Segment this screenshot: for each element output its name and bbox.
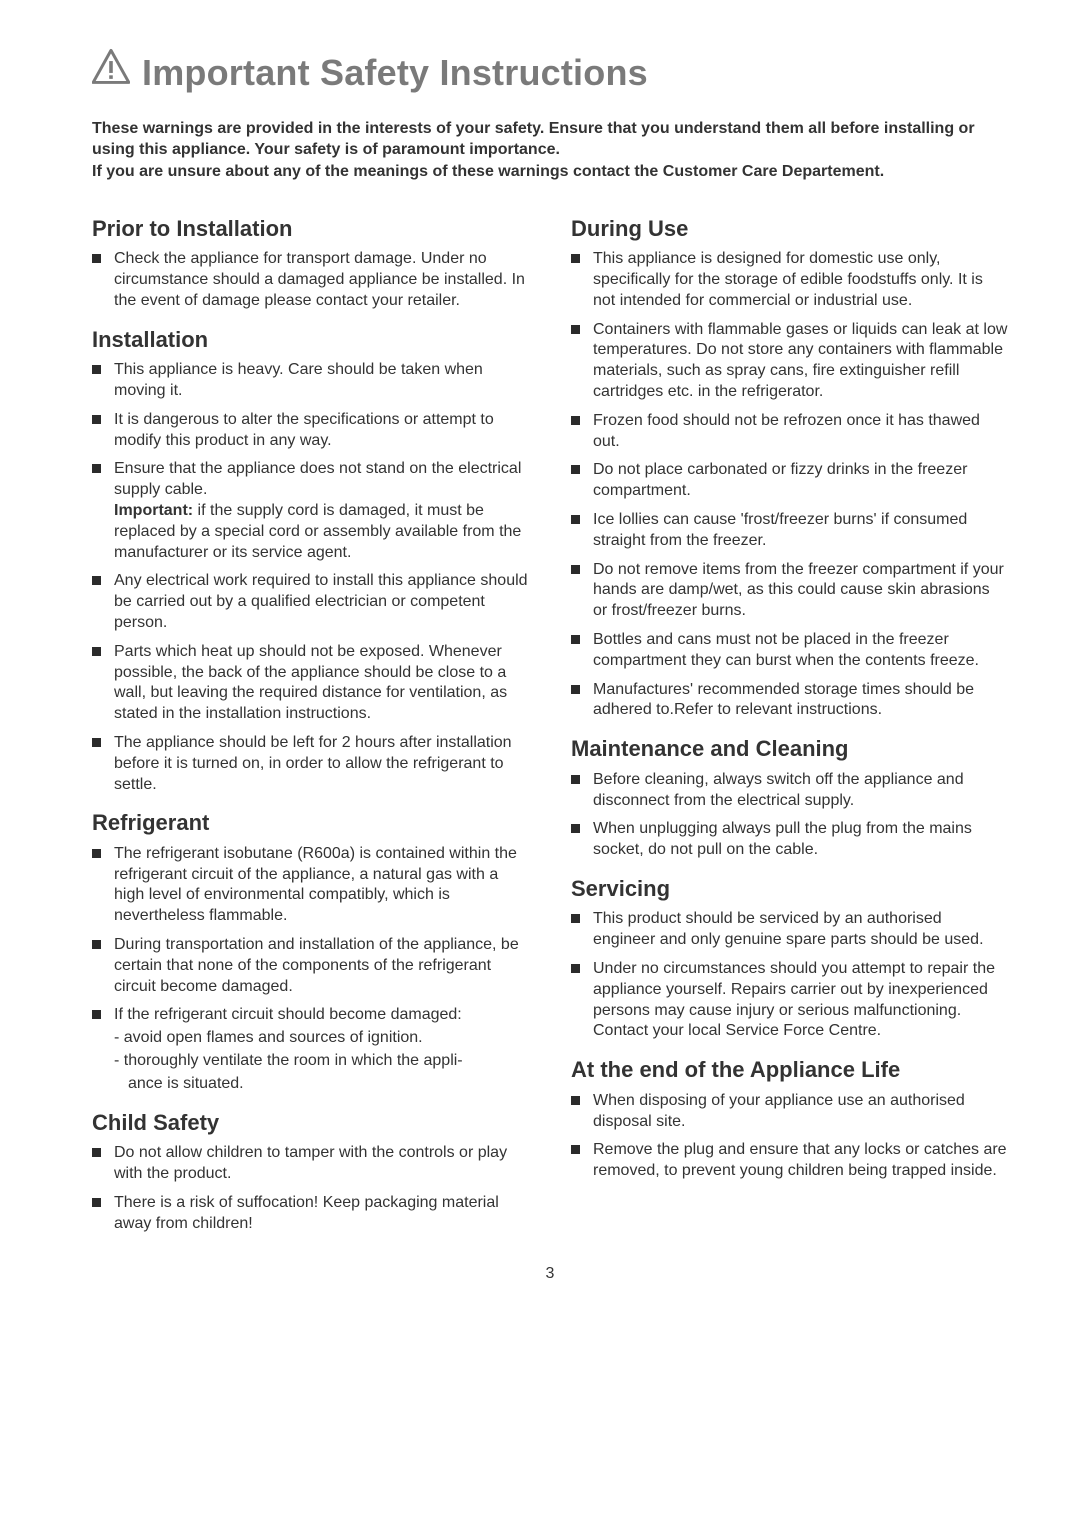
- list-item-text: The appliance should be left for 2 hours…: [114, 734, 512, 793]
- list-item-text: It is dangerous to alter the specificati…: [114, 411, 494, 449]
- intro-text: These warnings are provided in the inter…: [92, 118, 1008, 183]
- list-item-text: Do not remove items from the freezer com…: [593, 561, 1004, 620]
- page-number: 3: [92, 1264, 1008, 1285]
- list-item: Remove the plug and ensure that any lock…: [571, 1140, 1008, 1182]
- list-item-text: Frozen food should not be refrozen once …: [593, 412, 980, 450]
- list-item-text: If the refrigerant circuit should become…: [114, 1006, 462, 1023]
- list-item: Manufactures' recommended storage times …: [571, 680, 1008, 722]
- list-refrigerant: The refrigerant isobutane (R600a) is con…: [92, 844, 529, 1095]
- sub-list-item: - avoid open flames and sources of ignit…: [114, 1028, 529, 1049]
- sub-list-item-continuation: ance is situated.: [114, 1074, 529, 1095]
- list-item: Any electrical work required to install …: [92, 571, 529, 633]
- list-end-of-life: When disposing of your appliance use an …: [571, 1091, 1008, 1182]
- warning-icon: [92, 48, 130, 98]
- list-servicing: This product should be serviced by an au…: [571, 909, 1008, 1042]
- page-title-text: Important Safety Instructions: [142, 50, 648, 97]
- list-item-text: Under no circumstances should you attemp…: [593, 960, 995, 1039]
- list-item: Before cleaning, always switch off the a…: [571, 770, 1008, 812]
- list-item: When disposing of your appliance use an …: [571, 1091, 1008, 1133]
- list-item: If the refrigerant circuit should become…: [92, 1005, 529, 1094]
- list-item: Under no circumstances should you attemp…: [571, 959, 1008, 1042]
- list-item-text: Parts which heat up should not be expose…: [114, 643, 507, 722]
- left-column: Prior to Installation Check the applianc…: [92, 201, 529, 1243]
- list-prior-installation: Check the appliance for transport damage…: [92, 249, 529, 311]
- list-item: It is dangerous to alter the specificati…: [92, 410, 529, 452]
- list-item: Do not remove items from the freezer com…: [571, 560, 1008, 622]
- list-item-text: Manufactures' recommended storage times …: [593, 681, 974, 719]
- list-item-text: When unplugging always pull the plug fro…: [593, 820, 972, 858]
- list-item-text: Before cleaning, always switch off the a…: [593, 771, 964, 809]
- list-item-text: This appliance is heavy. Care should be …: [114, 361, 483, 399]
- list-item: This product should be serviced by an au…: [571, 909, 1008, 951]
- list-maintenance: Before cleaning, always switch off the a…: [571, 770, 1008, 861]
- heading-refrigerant: Refrigerant: [92, 809, 529, 838]
- list-item-text: This appliance is designed for domestic …: [593, 250, 983, 309]
- sub-list: - avoid open flames and sources of ignit…: [114, 1028, 529, 1094]
- list-item-text: Ice lollies can cause 'frost/freezer bur…: [593, 511, 967, 549]
- list-item: The appliance should be left for 2 hours…: [92, 733, 529, 795]
- list-item-text: Do not allow children to tamper with the…: [114, 1144, 507, 1182]
- list-item-text: Bottles and cans must not be placed in t…: [593, 631, 979, 669]
- list-item: Ensure that the appliance does not stand…: [92, 459, 529, 563]
- list-during-use: This appliance is designed for domestic …: [571, 249, 1008, 721]
- page-title: Important Safety Instructions: [92, 48, 1008, 98]
- list-item: Do not allow children to tamper with the…: [92, 1143, 529, 1185]
- list-item: This appliance is heavy. Care should be …: [92, 360, 529, 402]
- heading-servicing: Servicing: [571, 875, 1008, 904]
- list-item: Parts which heat up should not be expose…: [92, 642, 529, 725]
- right-column: During Use This appliance is designed fo…: [571, 201, 1008, 1243]
- list-child-safety: Do not allow children to tamper with the…: [92, 1143, 529, 1234]
- list-item-text: Remove the plug and ensure that any lock…: [593, 1141, 1007, 1179]
- content-columns: Prior to Installation Check the applianc…: [92, 201, 1008, 1243]
- list-item-text: Do not place carbonated or fizzy drinks …: [593, 461, 967, 499]
- heading-installation: Installation: [92, 326, 529, 355]
- list-item: Do not place carbonated or fizzy drinks …: [571, 460, 1008, 502]
- list-item: When unplugging always pull the plug fro…: [571, 819, 1008, 861]
- important-label: Important:: [114, 502, 193, 519]
- list-item-text: Any electrical work required to install …: [114, 572, 528, 631]
- list-item-text: There is a risk of suffocation! Keep pac…: [114, 1194, 499, 1232]
- heading-end-of-life: At the end of the Appliance Life: [571, 1056, 1008, 1085]
- list-item-text: Check the appliance for transport damage…: [114, 250, 525, 309]
- heading-maintenance: Maintenance and Cleaning: [571, 735, 1008, 764]
- list-item-text: This product should be serviced by an au…: [593, 910, 984, 948]
- list-item-text: When disposing of your appliance use an …: [593, 1092, 965, 1130]
- list-item-text: Containers with flammable gases or liqui…: [593, 321, 1007, 400]
- list-item: During transportation and installation o…: [92, 935, 529, 997]
- list-item-text: Ensure that the appliance does not stand…: [114, 460, 521, 498]
- heading-prior-installation: Prior to Installation: [92, 215, 529, 244]
- heading-during-use: During Use: [571, 215, 1008, 244]
- heading-child-safety: Child Safety: [92, 1109, 529, 1138]
- list-item-text: The refrigerant isobutane (R600a) is con…: [114, 845, 517, 924]
- list-item: Frozen food should not be refrozen once …: [571, 411, 1008, 453]
- sub-list-item: - thoroughly ventilate the room in which…: [114, 1051, 529, 1072]
- list-item: The refrigerant isobutane (R600a) is con…: [92, 844, 529, 927]
- list-item: Check the appliance for transport damage…: [92, 249, 529, 311]
- list-item: Ice lollies can cause 'frost/freezer bur…: [571, 510, 1008, 552]
- list-item: This appliance is designed for domestic …: [571, 249, 1008, 311]
- list-item: Containers with flammable gases or liqui…: [571, 320, 1008, 403]
- list-item: Bottles and cans must not be placed in t…: [571, 630, 1008, 672]
- list-installation: This appliance is heavy. Care should be …: [92, 360, 529, 795]
- list-item-text: During transportation and installation o…: [114, 936, 519, 995]
- list-item: There is a risk of suffocation! Keep pac…: [92, 1193, 529, 1235]
